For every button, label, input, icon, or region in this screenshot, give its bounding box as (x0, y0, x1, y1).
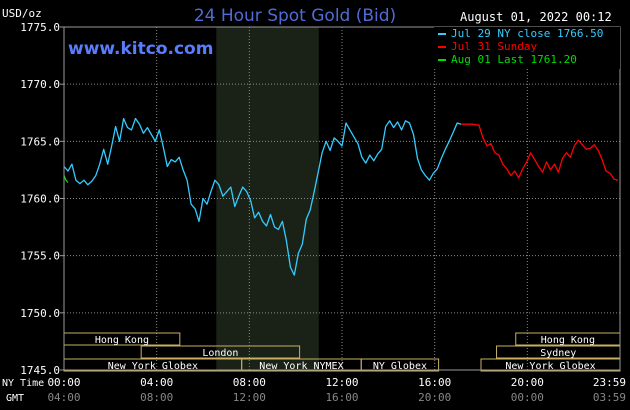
x-tick-label-ny: 20:00 (511, 376, 544, 389)
x-axis-label-gmt: GMT (6, 393, 24, 404)
session-bar (140, 345, 301, 359)
y-tick-label: 1755.0 (20, 250, 60, 263)
session-label: Hong Kong (541, 335, 595, 346)
legend-box (434, 27, 620, 69)
x-tick-label-gmt: 16:00 (325, 391, 358, 404)
x-tick-label-gmt: 08:00 (140, 391, 173, 404)
y-tick-label: 1760.0 (20, 193, 60, 206)
x-tick-label-gmt: 12:00 (233, 391, 266, 404)
x-tick-label-gmt: 03:59 (593, 391, 626, 404)
series-line (461, 123, 619, 181)
session-label: NY Globex (373, 361, 427, 372)
y-tick-label: 1745.0 (20, 364, 60, 377)
series-line (63, 117, 462, 276)
x-tick-label-ny: 08:00 (233, 376, 266, 389)
y-tick-label: 1775.0 (20, 21, 60, 34)
unit-label: USD/oz (2, 7, 42, 20)
x-axis-label-ny: NY Time (2, 378, 44, 389)
timestamp: August 01, 2022 00:12 (460, 10, 612, 24)
x-tick-label-ny: 12:00 (325, 376, 358, 389)
session-label: Hong Kong (95, 335, 149, 346)
session-bar (360, 358, 440, 372)
x-tick-label-gmt: 00:00 (511, 391, 544, 404)
watermark: www.kitco.com (68, 39, 213, 59)
x-tick-label-gmt: 20:00 (418, 391, 451, 404)
x-tick-label-gmt: 04:00 (47, 391, 80, 404)
session-label: New York Globex (505, 361, 595, 372)
session-label: Sydney (540, 348, 576, 359)
nymex-highlight-band (216, 27, 319, 370)
y-tick-label: 1750.0 (20, 307, 60, 320)
y-tick-label: 1765.0 (20, 135, 60, 148)
session-label: London (202, 348, 238, 359)
x-tick-label-ny: 04:00 (140, 376, 173, 389)
x-tick-label-ny: 23:59 (593, 376, 626, 389)
legend-entry: Jul 31 Sunday (451, 40, 537, 53)
session-label: New York NYMEX (259, 361, 343, 372)
session-label: New York Globex (108, 361, 198, 372)
legend-entry: Jul 29 NY close 1766.50 (451, 27, 603, 40)
series-line (63, 175, 69, 183)
x-tick-label-ny: 16:00 (418, 376, 451, 389)
x-tick-label-ny: 00:00 (47, 376, 80, 389)
legend-entry: Aug 01 Last 1761.20 (451, 53, 577, 66)
y-tick-label: 1770.0 (20, 78, 60, 91)
chart-title: 24 Hour Spot Gold (Bid) (194, 6, 396, 26)
